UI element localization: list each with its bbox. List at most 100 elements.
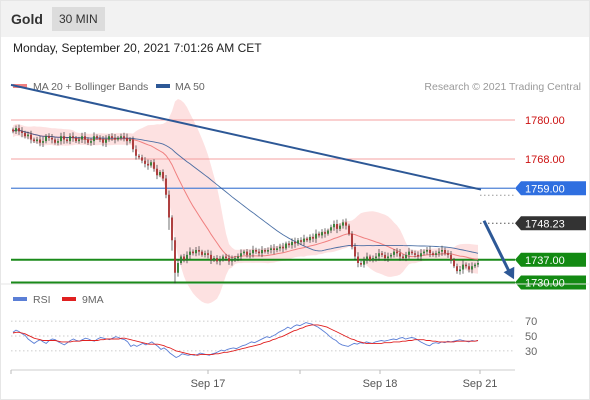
bollinger-band-fill [13, 99, 478, 304]
candlesticks [12, 124, 479, 284]
candle-body [402, 256, 404, 259]
candle-body [66, 139, 68, 142]
candle-body [183, 256, 185, 260]
candle-body [345, 222, 347, 226]
candle-body [108, 136, 110, 140]
timeframe-button[interactable]: 30 MIN [52, 7, 105, 31]
candle-body [51, 137, 53, 140]
candle-body [420, 253, 422, 257]
candle-body [30, 134, 32, 140]
candle-body [321, 232, 323, 236]
candle-body [408, 251, 410, 255]
candle-body [279, 246, 281, 249]
level-tag-1730.00 [515, 275, 586, 290]
candle-body [216, 258, 218, 262]
candle-body [387, 256, 389, 259]
candle-body [318, 233, 320, 236]
rsi-ma-legend-label: 9MA [82, 294, 104, 306]
candle-body [300, 240, 302, 242]
candle-body [273, 248, 275, 250]
datetime-label: Monday, September 20, 2021 7:01:26 AM CE… [13, 41, 262, 55]
candle-body [93, 136, 95, 142]
candle-body [258, 251, 260, 254]
rsi-ma-line [12, 324, 479, 356]
rsi-pane: 70 50 30 [11, 316, 537, 359]
last-price-label: 1748.23 [525, 218, 565, 230]
time-axis: Sep 17 Sep 18 Sep 21 [10, 369, 515, 390]
candle-body [363, 259, 365, 265]
rsi-legend-swatch [13, 297, 27, 301]
candle-body [171, 217, 173, 241]
candle-body [342, 222, 344, 226]
candle-body [228, 258, 230, 262]
level-label-1780.00: 1780.00 [525, 115, 565, 127]
candle-body [459, 269, 461, 272]
candle-body [372, 258, 374, 260]
candle-body [426, 250, 428, 252]
candle-body [378, 253, 380, 257]
candle-body [348, 225, 350, 234]
candle-body [471, 266, 473, 270]
candle-body [285, 243, 287, 249]
candle-body [312, 237, 314, 239]
candle-body [180, 256, 182, 263]
candle-body [456, 266, 458, 272]
ma20-line [12, 129, 479, 260]
candle-body [369, 256, 371, 260]
candle-body [42, 141, 44, 143]
candle-body [69, 136, 71, 142]
candle-body [477, 263, 479, 265]
candle-body [303, 238, 305, 242]
candle-body [393, 251, 395, 255]
rsi-legend-label: RSI [33, 294, 51, 306]
candle-body [366, 256, 368, 260]
candle-body [111, 136, 113, 138]
candle-body [453, 259, 455, 267]
candle-body [126, 137, 128, 142]
ma50-line [12, 129, 479, 254]
candle-body [36, 139, 38, 142]
candle-body [39, 139, 41, 143]
candle-body [192, 251, 194, 254]
rsi-tick-50: 50 [525, 331, 537, 343]
candle-body [435, 253, 437, 255]
candle-body [357, 256, 359, 263]
candle-body [294, 241, 296, 244]
rsi-ma-legend-swatch [62, 297, 76, 301]
candle-body [351, 233, 353, 247]
candle-body [252, 250, 254, 254]
candle-body [144, 160, 146, 164]
candle-body [282, 246, 284, 249]
header-bar: Gold 30 MIN [0, 0, 590, 37]
candle-body [291, 241, 293, 246]
candle-body [153, 162, 155, 169]
candle-body [99, 137, 101, 140]
candle-body [324, 232, 326, 234]
candle-body [327, 230, 329, 234]
candle-body [204, 253, 206, 255]
candle-body [213, 258, 215, 260]
ma50-legend-label: MA 50 [175, 81, 205, 93]
moving-averages [12, 129, 479, 260]
candle-body [330, 227, 332, 231]
candle-body [243, 251, 245, 254]
candle-body [189, 251, 191, 255]
candle-body [198, 250, 200, 252]
candle-body [306, 238, 308, 241]
candle-body [468, 266, 470, 270]
candle-body [147, 163, 149, 166]
candle-body [129, 139, 131, 142]
candle-body [240, 253, 242, 257]
candle-body [354, 246, 356, 257]
candle-body [117, 137, 119, 140]
time-label-2: Sep 21 [463, 378, 498, 390]
level-label-1737.00: 1737.00 [525, 255, 565, 267]
rsi-line [12, 322, 479, 359]
candle-body [87, 139, 89, 143]
level-label-1768.00: 1768.00 [525, 154, 565, 166]
candle-body [405, 254, 407, 259]
copyright-label: Research © 2021 Trading Central [424, 81, 581, 93]
candle-body [72, 136, 74, 138]
trendline [10, 83, 482, 191]
